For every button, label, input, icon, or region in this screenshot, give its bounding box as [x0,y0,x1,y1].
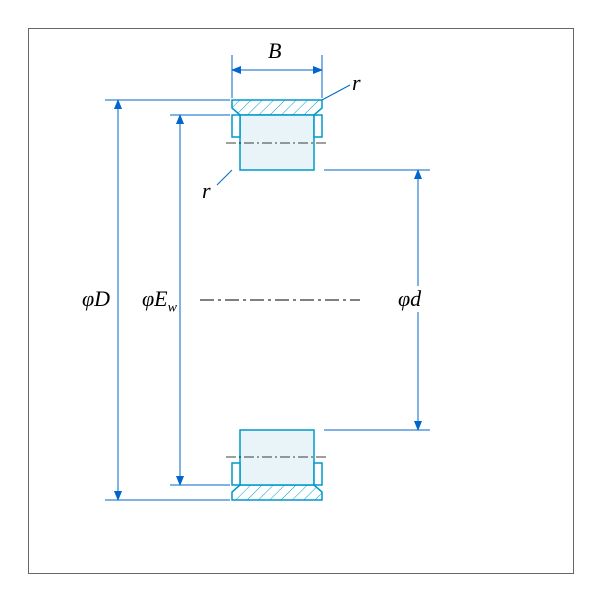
upper-half [226,100,328,170]
label-r-top: r [352,70,361,96]
r-leader-inner [217,170,232,185]
label-r-inner: r [202,178,211,204]
r-leader-top [322,85,350,100]
label-phi-Ew-sub: w [168,300,177,315]
label-phi-Ew-main: φE [142,286,168,311]
label-B: B [268,38,281,64]
label-phi-d: φd [396,286,423,312]
label-phi-D: φD [80,286,112,312]
lower-half [226,430,328,500]
label-phi-Ew: φEw [140,286,179,316]
